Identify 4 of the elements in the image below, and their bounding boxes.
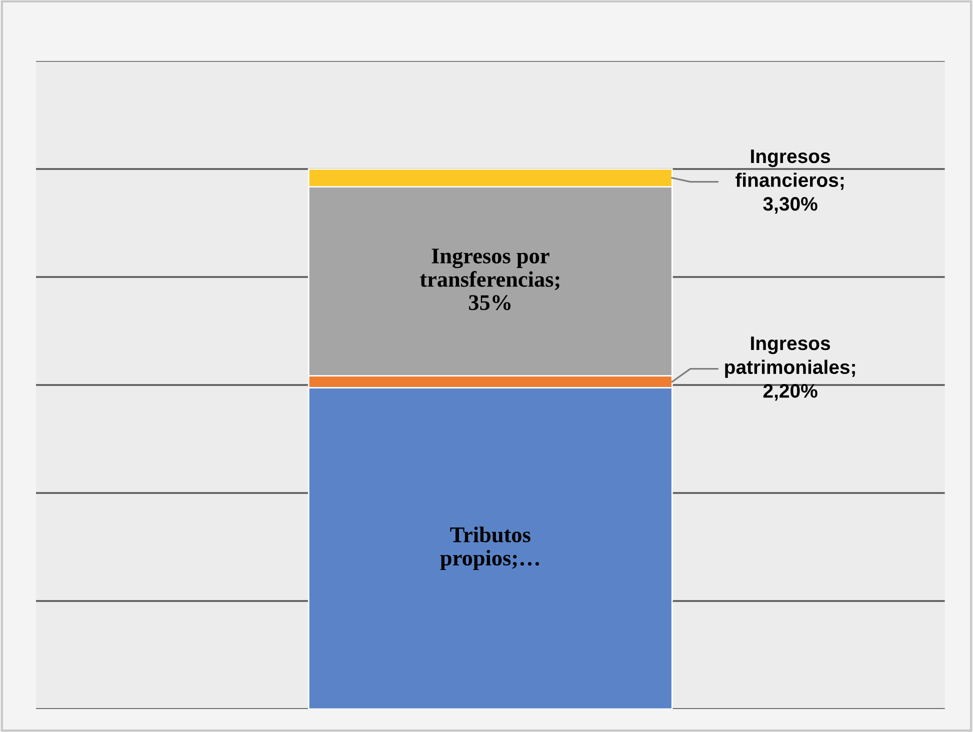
data-label: Ingresos por transferencias; 35% <box>420 248 560 310</box>
data-label: Ingresos financieros; 3,30% <box>736 150 844 214</box>
data-label: Tributos propios;… <box>440 526 540 570</box>
data-label: Ingresos patrimoniales; 2,20% <box>725 336 855 401</box>
